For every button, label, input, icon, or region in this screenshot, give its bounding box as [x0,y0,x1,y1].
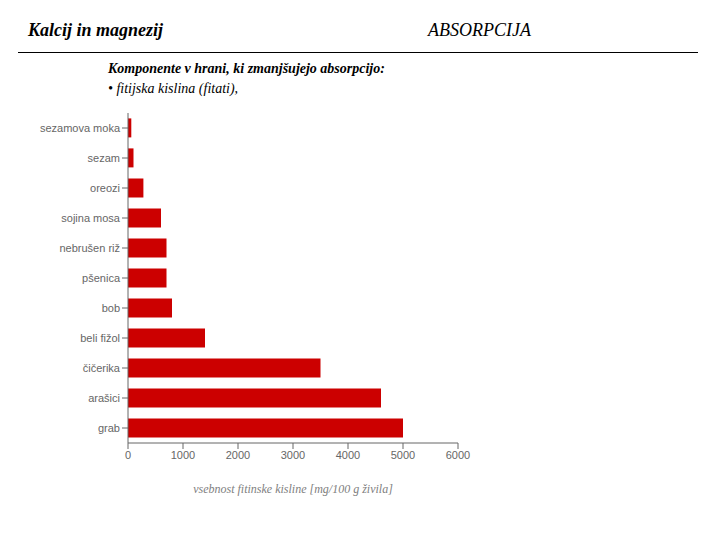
html-text:Komponente v hrani, ki zmanjšu: Komponente v hrani, ki zmanjšujejo absor… [108,61,385,76]
svg-text:oreozi: oreozi [90,182,120,194]
svg-text:nebrušen riž: nebrušen riž [59,242,120,254]
svg-text:sezam: sezam [88,152,120,164]
svg-text:6000: 6000 [446,449,470,461]
svg-text:3000: 3000 [281,449,305,461]
svg-text:1000: 1000 [171,449,195,461]
svg-text:čičerika: čičerika [83,362,121,374]
svg-text:grab: grab [98,422,120,434]
svg-text:0: 0 [125,449,131,461]
svg-text:arašici: arašici [88,392,120,404]
html-text:ABSORPCIJA: ABSORPCIJA [428,19,531,40]
svg-text:2000: 2000 [226,449,250,461]
svg-text:sojina mosa: sojina mosa [61,212,121,224]
html-text:• fitijska kislina (fitati),: • fitijska kislina (fitati), [108,81,239,96]
html-text:Kalcij in magnezij: Kalcij in magnezij [28,19,163,40]
svg-text:vsebnost fitinske kisline [mg/: vsebnost fitinske kisline [mg/100 g živi… [193,482,393,496]
svg-text:beli fižol: beli fižol [80,332,120,344]
svg-text:pšenica: pšenica [82,272,121,284]
svg-text:4000: 4000 [336,449,360,461]
svg-text:sezamova moka: sezamova moka [40,122,121,134]
svg-text:bob: bob [102,302,120,314]
svg-text:5000: 5000 [391,449,415,461]
